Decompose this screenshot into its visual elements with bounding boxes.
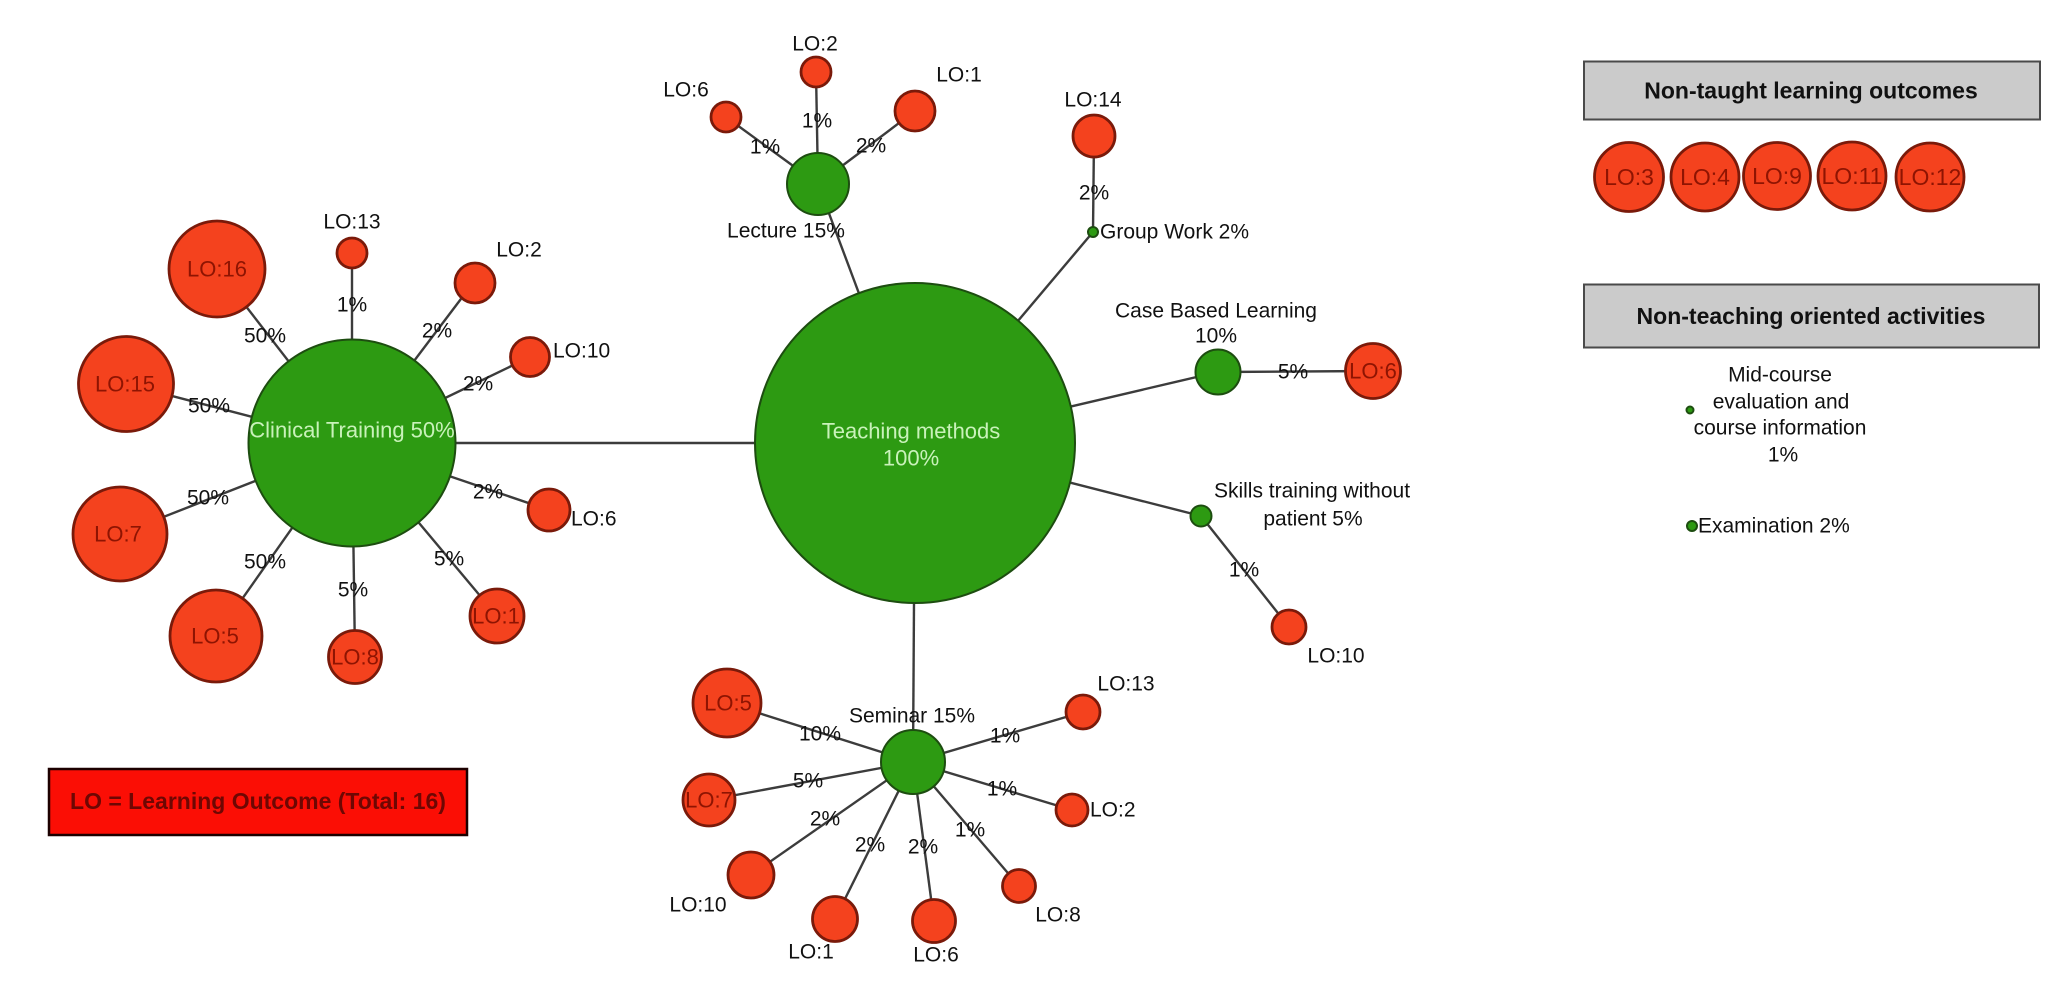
svg-text:Group Work 2%: Group Work 2% <box>1100 221 1249 244</box>
svg-text:LO:15: LO:15 <box>95 372 155 397</box>
svg-text:Seminar 15%: Seminar 15% <box>849 705 975 728</box>
svg-text:LO:10: LO:10 <box>669 894 726 917</box>
svg-text:Case Based Learning: Case Based Learning <box>1115 300 1317 323</box>
svg-text:LO:10: LO:10 <box>553 340 610 363</box>
svg-text:LO:1: LO:1 <box>788 941 834 964</box>
svg-text:2%: 2% <box>463 373 493 396</box>
svg-text:1%: 1% <box>955 819 985 842</box>
svg-text:LO:13: LO:13 <box>323 211 380 234</box>
svg-text:LO:1: LO:1 <box>472 604 520 629</box>
svg-text:LO:6: LO:6 <box>571 508 617 531</box>
svg-text:1%: 1% <box>750 136 780 159</box>
svg-text:10%: 10% <box>799 723 841 746</box>
svg-text:2%: 2% <box>855 834 885 857</box>
svg-text:1%: 1% <box>987 778 1017 801</box>
svg-text:LO:14: LO:14 <box>1064 89 1122 112</box>
svg-text:100%: 100% <box>883 446 939 471</box>
svg-text:LO:12: LO:12 <box>1899 164 1962 190</box>
svg-text:1%: 1% <box>802 110 832 133</box>
svg-text:LO:1: LO:1 <box>936 64 982 87</box>
svg-text:LO:16: LO:16 <box>187 257 247 282</box>
svg-text:Non-teaching oriented activiti: Non-teaching oriented activities <box>1637 303 1986 329</box>
svg-text:LO:2: LO:2 <box>496 239 542 262</box>
svg-text:Lecture 15%: Lecture 15% <box>727 220 845 243</box>
svg-text:LO:6: LO:6 <box>913 944 959 967</box>
svg-text:LO:6: LO:6 <box>1349 359 1397 384</box>
svg-text:2%: 2% <box>856 135 886 158</box>
svg-text:2%: 2% <box>422 320 452 343</box>
svg-text:Non-taught learning outcomes: Non-taught learning outcomes <box>1644 78 1978 104</box>
svg-text:1%: 1% <box>990 725 1020 748</box>
svg-text:patient 5%: patient 5% <box>1263 508 1362 531</box>
svg-text:LO:2: LO:2 <box>792 33 838 56</box>
svg-text:Skills training without: Skills training without <box>1214 480 1410 503</box>
svg-text:course information: course information <box>1694 417 1867 440</box>
svg-text:LO:3: LO:3 <box>1604 164 1654 190</box>
svg-text:10%: 10% <box>1195 325 1237 348</box>
svg-text:5%: 5% <box>793 770 823 793</box>
svg-text:2%: 2% <box>810 808 840 831</box>
svg-text:LO:5: LO:5 <box>191 624 239 649</box>
svg-text:Examination 2%: Examination 2% <box>1698 515 1850 538</box>
svg-text:LO = Learning Outcome (Total:: LO = Learning Outcome (Total: 16) <box>70 788 446 814</box>
svg-text:LO:8: LO:8 <box>331 645 379 670</box>
svg-text:LO:8: LO:8 <box>1035 904 1081 927</box>
svg-text:1%: 1% <box>1229 559 1259 582</box>
svg-text:LO:9: LO:9 <box>1752 163 1802 189</box>
svg-text:5%: 5% <box>1278 361 1308 384</box>
svg-text:LO:6: LO:6 <box>663 79 709 102</box>
svg-text:LO:7: LO:7 <box>94 522 142 547</box>
svg-text:evaluation and: evaluation and <box>1713 391 1850 414</box>
svg-text:50%: 50% <box>188 395 230 418</box>
svg-text:Clinical Training 50%: Clinical Training 50% <box>249 418 454 443</box>
svg-text:LO:11: LO:11 <box>1822 163 1883 189</box>
svg-text:1%: 1% <box>1768 444 1798 467</box>
svg-text:2%: 2% <box>473 481 503 504</box>
svg-text:1%: 1% <box>337 294 367 317</box>
svg-text:Teaching methods: Teaching methods <box>822 419 1001 444</box>
svg-text:LO:13: LO:13 <box>1097 673 1154 696</box>
svg-text:Mid-course: Mid-course <box>1728 364 1832 387</box>
svg-text:50%: 50% <box>244 551 286 574</box>
svg-text:LO:5: LO:5 <box>704 691 752 716</box>
svg-text:50%: 50% <box>244 325 286 348</box>
svg-text:2%: 2% <box>1079 182 1109 205</box>
svg-text:5%: 5% <box>338 579 368 602</box>
svg-text:5%: 5% <box>434 548 464 571</box>
svg-text:2%: 2% <box>908 836 938 859</box>
svg-text:50%: 50% <box>187 487 229 510</box>
svg-text:LO:10: LO:10 <box>1307 645 1364 668</box>
svg-text:LO:7: LO:7 <box>685 788 733 813</box>
svg-text:LO:2: LO:2 <box>1090 799 1136 822</box>
svg-text:LO:4: LO:4 <box>1680 164 1730 190</box>
